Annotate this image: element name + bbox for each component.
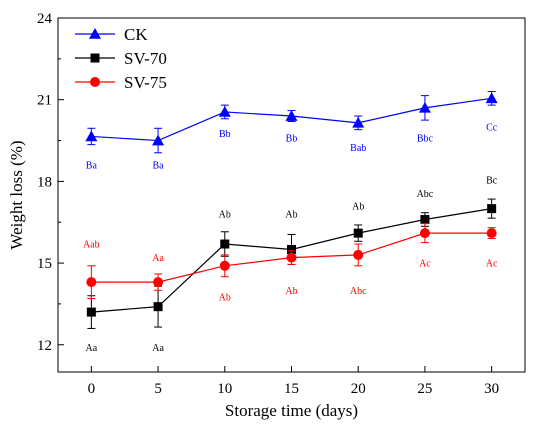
series-sv-75 [86,223,497,299]
x-tick-label: 20 [351,381,366,397]
x-tick-label: 10 [217,381,232,397]
significance-labels: Ba Ba Bb Bb Bab Bbc Cc Aa Aa Ab Ab Ab Abc Bc Aab Aa Ab Ab… [83,122,498,354]
significance-label-sv-75: Ac [419,259,431,270]
data-point-sv-75 [219,260,230,271]
significance-label-sv-75: Ab [219,293,231,304]
data-point-sv-75 [153,277,164,288]
x-tick-label: 5 [154,381,162,397]
significance-label-sv-70: Ab [285,210,297,221]
y-axis-title: Weight loss (%) [7,140,26,249]
plot-axes: 0 5 10 15 20 25 30 12 15 18 21 24 [37,11,526,397]
series-ck [85,91,498,154]
significance-label-sv-70: Aa [152,343,164,354]
significance-label-ck: Bab [350,143,366,154]
significance-label-sv-75: Aab [83,240,100,251]
significance-label-sv-70: Ab [352,201,364,212]
y-tick-label: 15 [37,256,52,272]
data-point-sv-70 [220,239,230,249]
legend-marker-ck [89,28,101,39]
data-point-ck [352,116,365,128]
data-point-sv-75 [353,249,364,260]
legend-label-sv-70: SV-70 [124,49,167,68]
significance-label-ck: Bb [219,129,231,140]
significance-label-ck: Bbc [417,133,434,144]
legend-label-sv-75: SV-75 [124,73,167,92]
data-point-ck [85,130,98,142]
data-point-ck [152,134,165,146]
y-tick-label: 21 [37,93,52,109]
data-point-sv-75 [86,277,97,288]
legend: CK SV-70 SV-75 [75,25,167,92]
x-tick-label: 25 [417,381,432,397]
data-point-sv-70 [420,215,430,225]
data-point-sv-70 [487,204,497,214]
significance-label-ck: Cc [486,122,498,133]
data-point-ck [485,92,498,104]
legend-label-ck: CK [124,25,148,44]
data-point-sv-70 [353,228,363,238]
data-point-sv-75 [486,228,497,239]
data-point-sv-70 [287,244,296,254]
series-layer [85,91,498,329]
significance-label-sv-70: Ab [219,210,231,221]
y-tick-label: 24 [37,11,53,27]
series-sv-70 [86,198,497,329]
x-tick-label: 30 [484,381,499,397]
data-point-sv-70 [153,302,163,312]
x-tick-label: 15 [284,381,299,397]
significance-label-ck: Ba [153,161,165,172]
data-point-ck [418,101,431,113]
legend-marker-sv-70 [90,53,100,63]
significance-label-ck: Bb [286,133,298,144]
significance-label-sv-75: Aa [152,253,164,264]
significance-label-ck: Ba [86,161,98,172]
data-point-sv-70 [86,307,96,317]
significance-label-sv-75: Ab [285,286,297,297]
significance-label-sv-75: Ac [486,259,498,270]
significance-label-sv-70: Aa [86,343,98,354]
x-axis-title: Storage time (days) [225,401,358,420]
significance-label-sv-70: Abc [417,189,434,200]
data-point-ck [218,105,231,117]
data-point-sv-75 [419,228,430,239]
significance-label-sv-75: Abc [350,286,367,297]
x-tick-label: 0 [88,381,96,397]
y-tick-label: 18 [37,174,52,190]
data-point-ck [285,110,298,121]
significance-label-sv-70: Bc [486,176,498,187]
data-point-sv-75 [286,252,297,263]
plot-frame [57,17,526,373]
legend-marker-sv-75 [90,77,100,87]
y-tick-label: 12 [37,338,52,354]
